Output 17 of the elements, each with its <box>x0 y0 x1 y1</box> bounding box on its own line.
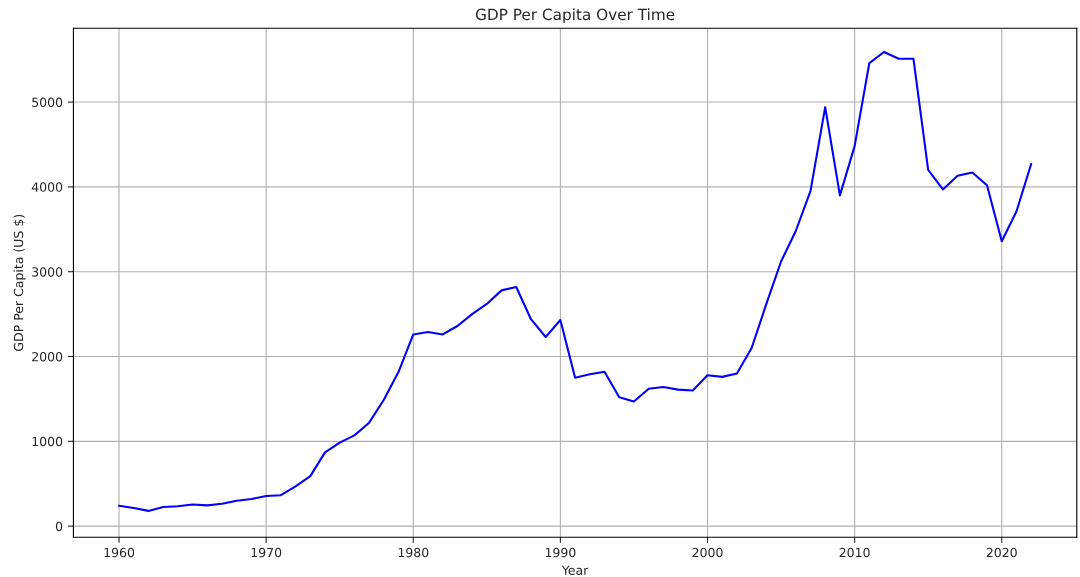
y-tick-label: 5000 <box>32 97 63 107</box>
y-tick-label: 0 <box>55 521 63 532</box>
x-tick-label: 2010 <box>839 547 870 558</box>
x-axis-title: Year <box>561 565 589 575</box>
x-tick-label: 1980 <box>398 547 429 558</box>
y-tick-label: 4000 <box>31 182 63 192</box>
x-tick-label: 1990 <box>545 547 576 558</box>
x-tick-label: 1960 <box>104 547 135 558</box>
line-series <box>118 50 1033 512</box>
y-axis-title: GDP Per Capita (US $) <box>13 214 26 351</box>
y-tick-label: 2000 <box>32 351 63 362</box>
x-tick-label: 2020 <box>986 547 1017 558</box>
x-tick-label: 1970 <box>251 547 282 558</box>
y-tick-label: 1000 <box>32 436 63 447</box>
x-tick-label: 2000 <box>692 547 723 558</box>
y-tick-label: 3000 <box>32 267 63 277</box>
chart-title: GDP Per Capita Over Time <box>475 8 675 24</box>
